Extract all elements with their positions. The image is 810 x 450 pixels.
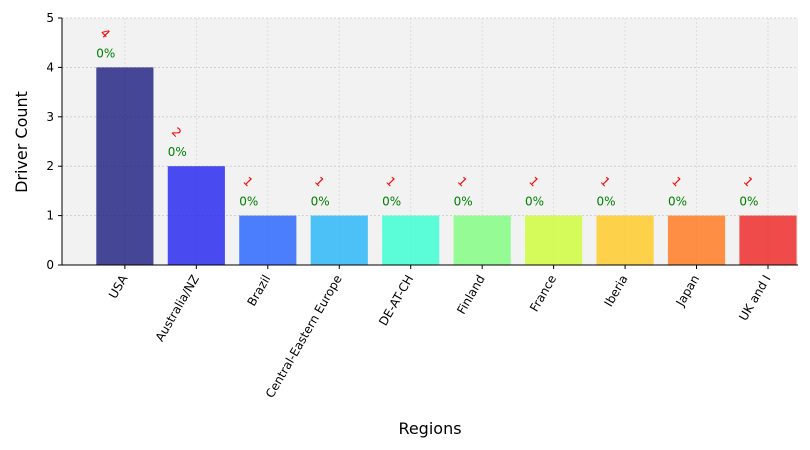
bar	[525, 215, 583, 265]
y-tick-label: 2	[46, 159, 54, 173]
bar	[667, 215, 726, 265]
percent-label: 0%	[739, 195, 758, 209]
percent-label: 0%	[525, 195, 544, 209]
x-tick-label: Australia/NZ	[153, 273, 202, 344]
y-tick-label: 4	[46, 60, 54, 74]
bar	[167, 166, 225, 265]
percent-label: 0%	[596, 195, 615, 209]
x-tick-label: Brazil	[245, 273, 274, 309]
y-tick-label: 5	[46, 11, 54, 25]
x-tick-label: DE-AT-CH	[376, 273, 416, 329]
percent-label: 0%	[96, 46, 115, 60]
bar	[96, 67, 154, 266]
x-tick-label: France	[527, 273, 559, 315]
percent-label: 0%	[454, 195, 473, 209]
x-tick-label: USA	[106, 272, 131, 301]
percent-label: 0%	[311, 195, 330, 209]
bar	[239, 215, 297, 265]
y-tick-label: 1	[46, 209, 54, 223]
bar	[739, 215, 797, 265]
x-tick-label: Finland	[454, 272, 488, 316]
y-tick-label: 3	[46, 110, 54, 124]
x-tick-label: Japan	[673, 273, 702, 310]
x-axis-title: Regions	[398, 419, 461, 438]
bar	[453, 215, 511, 265]
y-tick-label: 0	[46, 258, 54, 272]
percent-label: 0%	[382, 195, 401, 209]
percent-label: 0%	[668, 195, 687, 209]
bar	[596, 215, 654, 265]
x-tick-label: UK and I	[736, 273, 773, 324]
bars	[96, 67, 797, 266]
y-axis-ticks: 0 1 2 3 4 5	[46, 11, 62, 272]
percent-label: 0%	[168, 145, 187, 159]
bar	[382, 215, 440, 265]
bar	[310, 215, 368, 265]
x-tick-label: Central-Eastern Europe	[263, 273, 345, 401]
percent-label: 0%	[239, 195, 258, 209]
y-axis-title: Driver Count	[12, 91, 31, 193]
x-tick-label: Iberia	[601, 273, 630, 310]
